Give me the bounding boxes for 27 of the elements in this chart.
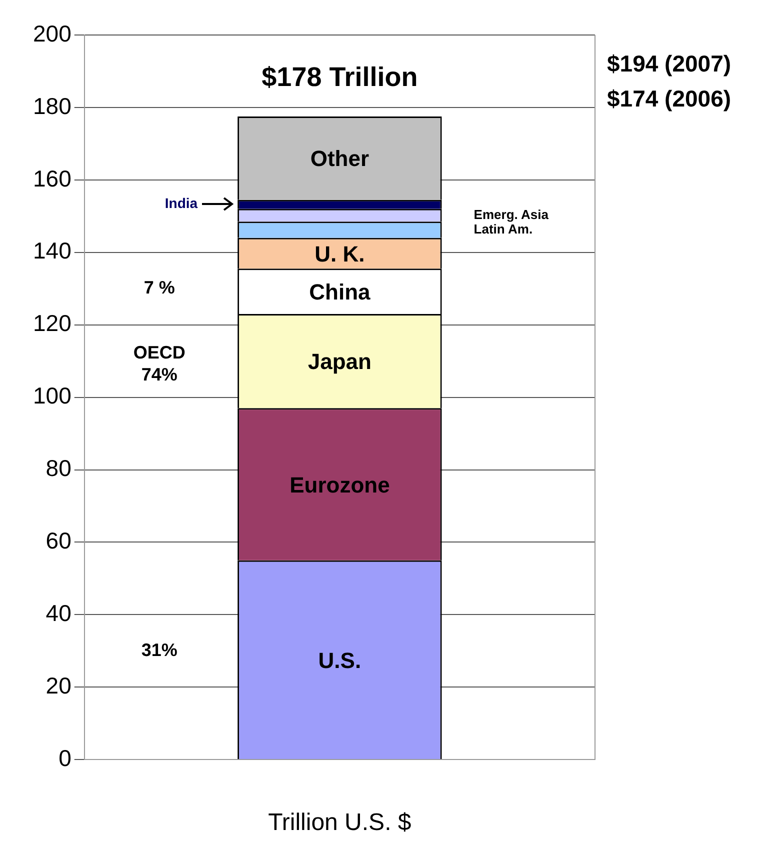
annotation: 31% — [141, 640, 178, 660]
y-tick-label: 0 — [58, 744, 72, 771]
series-label: Eurozone — [290, 472, 390, 498]
text: $174 (2006) — [607, 85, 732, 112]
y-tick-label: 20 — [46, 672, 72, 698]
y-tick-label: 60 — [46, 528, 72, 554]
series-label: U.S. — [318, 648, 362, 673]
y-tick-label: 120 — [33, 310, 72, 336]
text: Latin Am. — [474, 221, 533, 236]
annotation: OECD 74% — [133, 342, 186, 385]
y-tick-label: 100 — [33, 382, 72, 409]
text: $194 (2007) — [607, 50, 732, 76]
series-label: U. K. — [314, 241, 365, 266]
y-tick-label: 80 — [46, 455, 72, 482]
series-label: Other — [310, 146, 370, 172]
text: Emerg. Asia — [474, 206, 550, 222]
y-tick-label: 140 — [33, 238, 72, 264]
y-tick-label: 40 — [46, 600, 72, 626]
series-label: China — [309, 279, 371, 304]
y-tick-label: 200 — [33, 20, 72, 46]
y-tick-label: 160 — [33, 165, 72, 192]
y-tick-label: 180 — [33, 92, 72, 119]
x-axis-title: Trillion U.S. $ — [268, 809, 412, 836]
annotation: 7 % — [144, 278, 175, 298]
text: India — [164, 195, 198, 212]
total-label: $178 Trillion — [262, 62, 418, 92]
series-label: Japan — [308, 349, 372, 374]
